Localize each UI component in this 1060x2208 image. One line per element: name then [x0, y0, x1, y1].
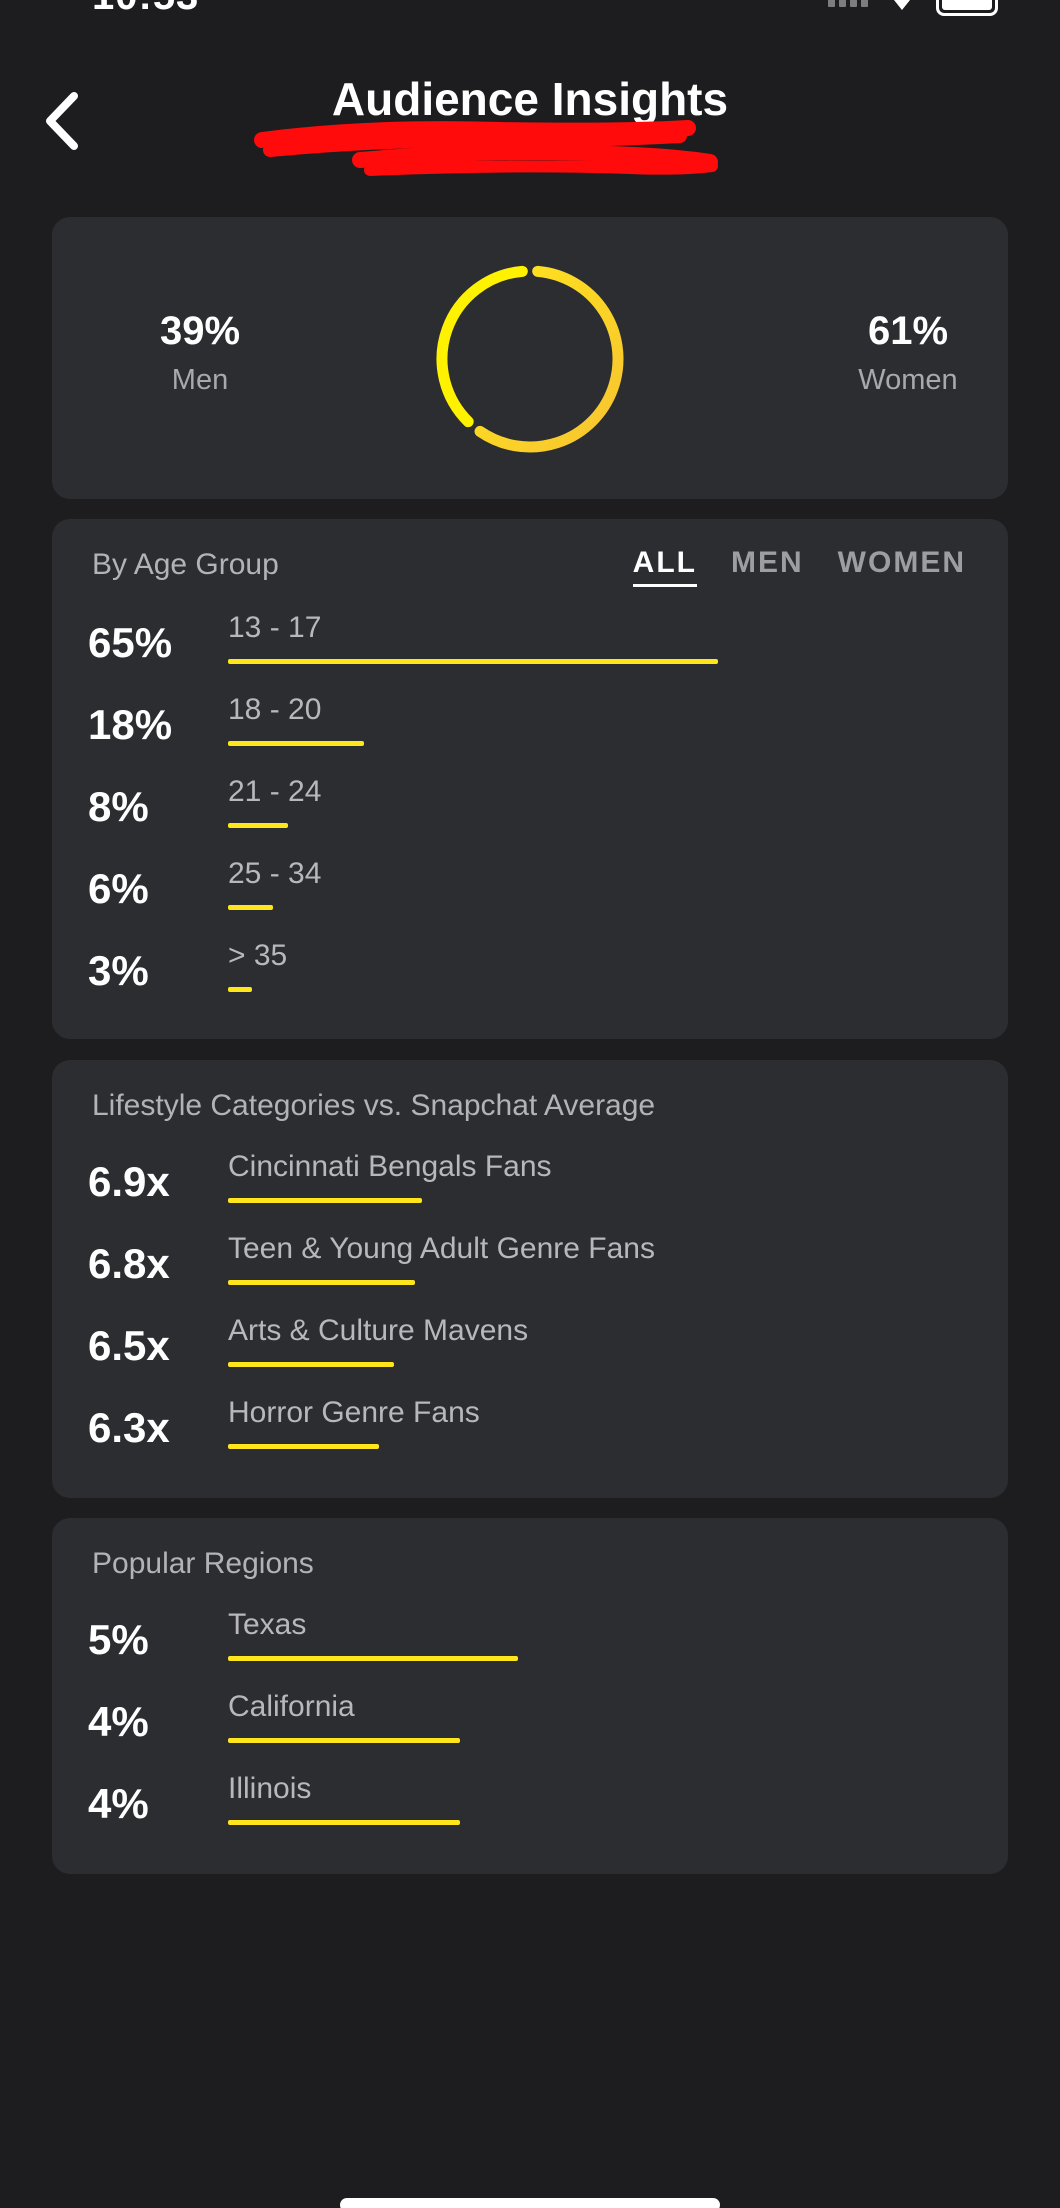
- lifestyle-bar: [228, 1198, 423, 1203]
- region-value: 4%: [88, 1698, 149, 1745]
- age-group-bar: [228, 741, 364, 746]
- age-filter-tabs: ALL MEN WOMEN: [632, 546, 966, 587]
- tab-men[interactable]: MEN: [731, 546, 804, 579]
- lifestyle-value: 6.9x: [88, 1158, 170, 1205]
- lifestyle-row: 6.3x Horror Genre Fans: [52, 1396, 1008, 1464]
- men-label: Men: [171, 364, 229, 396]
- lifestyle-card: Lifestyle Categories vs. Snapchat Averag…: [52, 1060, 1008, 1498]
- age-group-bar: [228, 659, 719, 664]
- region-label: California: [228, 1690, 355, 1723]
- lifestyle-label: Cincinnati Bengals Fans: [228, 1150, 552, 1183]
- region-row: 4% Illinois: [52, 1772, 1008, 1840]
- region-row: 5% Texas: [52, 1608, 1008, 1676]
- gender-card: 39% Men 61% Women: [52, 217, 1008, 499]
- regions-title: Popular Regions: [92, 1547, 314, 1580]
- wifi-icon: [894, 0, 910, 10]
- lifestyle-title: Lifestyle Categories vs. Snapchat Averag…: [92, 1089, 656, 1122]
- lifestyle-row: 6.8x Teen & Young Adult Genre Fans: [52, 1232, 1008, 1300]
- age-group-row: 18% 18 - 20: [52, 693, 1008, 761]
- age-group-label: 13 - 17: [228, 611, 322, 644]
- lifestyle-label: Horror Genre Fans: [228, 1396, 480, 1429]
- men-percent: 39%: [159, 309, 241, 353]
- age-group-row: 8% 21 - 24: [52, 775, 1008, 843]
- lifestyle-bar: [228, 1444, 380, 1449]
- women-label: Women: [858, 364, 958, 396]
- age-group-bar: [228, 823, 289, 828]
- home-indicator: [340, 2198, 720, 2208]
- region-label: Illinois: [228, 1772, 312, 1805]
- lifestyle-row: 6.9x Cincinnati Bengals Fans: [52, 1150, 1008, 1218]
- age-group-row: 65% 13 - 17: [52, 611, 1008, 679]
- lifestyle-bar: [228, 1362, 394, 1367]
- lifestyle-label: Teen & Young Adult Genre Fans: [228, 1232, 655, 1265]
- men-stat: 39% Men: [90, 309, 310, 397]
- age-group-value: 8%: [88, 783, 149, 830]
- region-value: 4%: [88, 1780, 149, 1827]
- age-group-bar: [228, 905, 274, 910]
- status-time: 10:53: [92, 0, 199, 19]
- lifestyle-row: 6.5x Arts & Culture Mavens: [52, 1314, 1008, 1382]
- age-group-value: 6%: [88, 865, 149, 912]
- age-group-label: > 35: [228, 939, 288, 972]
- region-label: Texas: [228, 1608, 307, 1641]
- tab-women[interactable]: WOMEN: [837, 546, 966, 579]
- page-title: Audience Insights: [331, 73, 729, 125]
- age-group-value: 3%: [88, 947, 149, 994]
- lifestyle-label: Arts & Culture Mavens: [228, 1314, 529, 1347]
- age-group-value: 18%: [88, 701, 173, 748]
- region-row: 4% California: [52, 1690, 1008, 1758]
- age-group-label: 25 - 34: [228, 857, 322, 890]
- donut-segment-men: [436, 265, 528, 428]
- region-value: 5%: [88, 1616, 149, 1663]
- age-group-value: 65%: [88, 619, 173, 666]
- lifestyle-value: 6.3x: [88, 1404, 170, 1451]
- region-bar: [228, 1820, 460, 1825]
- battery-icon: [936, 0, 998, 16]
- donut-segment-women: [474, 265, 624, 453]
- signal-icon: [828, 0, 868, 7]
- lifestyle-value: 6.8x: [88, 1240, 170, 1287]
- lifestyle-bar: [228, 1280, 416, 1285]
- back-button[interactable]: [40, 88, 86, 154]
- chevron-left-icon: [46, 92, 78, 150]
- age-group-row: 3% > 35: [52, 939, 1008, 1007]
- women-percent: 61%: [867, 309, 949, 353]
- region-bar: [228, 1738, 460, 1743]
- age-group-row: 6% 25 - 34: [52, 857, 1008, 925]
- region-bar: [228, 1656, 518, 1661]
- status-icons: [828, 0, 998, 16]
- gender-donut-chart: [436, 265, 624, 453]
- lifestyle-value: 6.5x: [88, 1322, 170, 1369]
- regions-card: Popular Regions 5% Texas 4% California 4% Ill…: [52, 1518, 1008, 1874]
- red-scribble-annotation: [254, 120, 718, 176]
- age-group-bar: [228, 987, 252, 992]
- women-stat: 61% Women: [798, 309, 1018, 397]
- tab-all[interactable]: ALL: [632, 546, 697, 587]
- age-group-title: By Age Group: [92, 548, 279, 581]
- age-group-card: By Age Group ALL MEN WOMEN 65% 13 - 17 18%…: [52, 519, 1008, 1039]
- age-group-label: 21 - 24: [228, 775, 322, 808]
- age-group-label: 18 - 20: [228, 693, 322, 726]
